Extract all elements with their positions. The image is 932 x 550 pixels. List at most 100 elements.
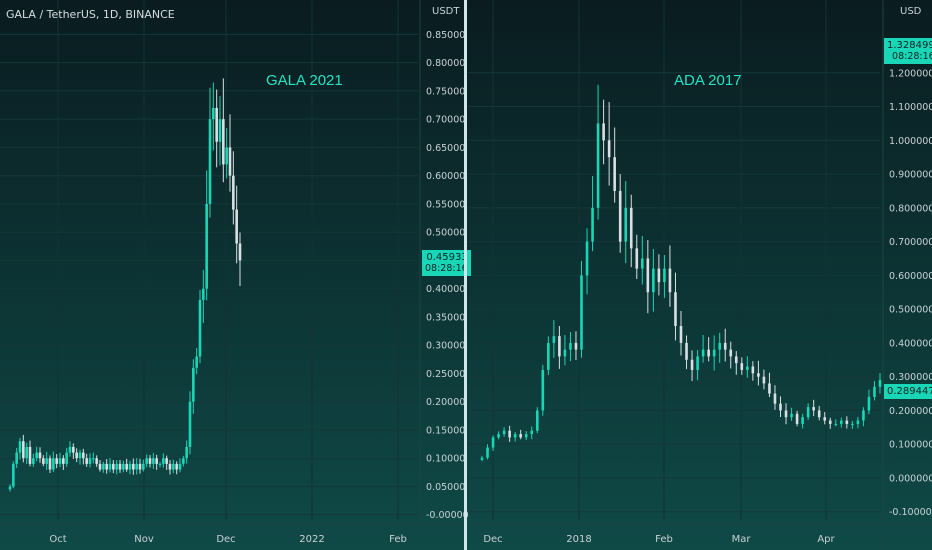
candle-body xyxy=(723,342,727,350)
candle-body xyxy=(596,123,600,208)
left-price-tag: 0.45933 08:28:16 xyxy=(422,250,471,276)
candle-body xyxy=(602,123,605,141)
y-tick-label: 0.20000 xyxy=(426,397,465,408)
y-tick-label: 0.000000 xyxy=(889,473,932,484)
candle-body xyxy=(55,458,58,464)
candle-body xyxy=(646,258,650,293)
candle-body xyxy=(530,430,534,435)
candle-body xyxy=(867,396,871,411)
candle-body xyxy=(845,420,849,424)
x-tick-label: Feb xyxy=(655,534,673,545)
candle-body xyxy=(629,207,633,249)
candle-body xyxy=(12,463,15,487)
candle-body xyxy=(834,423,838,425)
candle-body xyxy=(175,463,178,470)
candle-body xyxy=(95,458,98,464)
candle-body xyxy=(235,209,238,244)
candle-body xyxy=(145,458,148,464)
candle-body xyxy=(225,147,228,165)
candle-body xyxy=(28,446,32,464)
candle-body xyxy=(635,248,639,269)
y-tick-label: 0.40000 xyxy=(426,284,465,295)
candle-body xyxy=(32,458,35,464)
right-panel-title: ADA 2017 xyxy=(674,72,742,89)
y-tick-label: 0.200000 xyxy=(889,406,932,417)
y-tick-label: 0.50000 xyxy=(426,228,465,239)
candle-body xyxy=(569,342,572,350)
y-tick-label: 0.300000 xyxy=(889,372,932,383)
candle-body xyxy=(165,458,168,464)
candle-body xyxy=(480,457,484,460)
candle-body xyxy=(784,410,788,418)
y-tick-label: -0.100000 xyxy=(889,507,932,518)
panel-divider[interactable] xyxy=(464,0,467,550)
candle-body xyxy=(668,268,672,293)
y-tick-label: 0.15000 xyxy=(426,425,465,436)
candle-body xyxy=(138,463,142,470)
candle-body xyxy=(558,336,561,357)
right-countdown: 08:28:16 xyxy=(892,51,932,62)
candle-body xyxy=(92,458,95,460)
candle-body xyxy=(238,243,242,261)
candle-body xyxy=(679,326,683,343)
x-tick-label: 2022 xyxy=(299,534,324,545)
candle-body xyxy=(98,463,102,470)
candle-body xyxy=(729,349,733,357)
y-tick-label: 1.000000 xyxy=(889,136,932,147)
x-tick-label: Mar xyxy=(732,534,752,545)
candle-body xyxy=(779,403,782,411)
candle-body xyxy=(806,407,810,418)
candle-body xyxy=(574,342,578,350)
candle-body xyxy=(142,463,145,470)
candle-body xyxy=(192,367,195,402)
right-last-price-tag: 0.289447 xyxy=(884,384,932,399)
left-currency-label: USDT xyxy=(432,6,460,17)
candle-body xyxy=(508,430,511,438)
candle-body xyxy=(828,420,832,424)
candle-body xyxy=(35,452,38,459)
candle-body xyxy=(188,401,192,447)
candle-body xyxy=(878,380,882,387)
candle-body xyxy=(618,190,622,242)
candle-body xyxy=(222,119,225,165)
candle-body xyxy=(547,342,550,370)
right-price-tag: 1.328499 08:28:16 xyxy=(884,38,932,64)
candle-body xyxy=(535,410,539,431)
candle-body xyxy=(132,463,135,470)
candle-body xyxy=(212,107,215,120)
candle-body xyxy=(128,463,132,470)
y-tick-label: -0.00000 xyxy=(426,510,469,521)
candle-body xyxy=(172,463,175,470)
y-tick-label: 0.500000 xyxy=(889,305,932,316)
x-tick-label: 2018 xyxy=(566,534,591,545)
y-tick-label: 0.65000 xyxy=(426,143,465,154)
y-tick-label: 0.75000 xyxy=(426,86,465,97)
y-tick-label: 0.05000 xyxy=(426,482,465,493)
y-tick-label: 1.200000 xyxy=(889,68,932,79)
candle-body xyxy=(8,486,12,490)
symbol-label[interactable]: GALA / TetherUS, 1D, BINANCE xyxy=(6,8,175,21)
candle-body xyxy=(195,356,198,368)
left-countdown: 08:28:16 xyxy=(425,263,468,274)
candle-body xyxy=(513,434,517,438)
candle-body xyxy=(75,452,78,459)
candle-body xyxy=(707,349,710,357)
candle-body xyxy=(72,446,75,453)
left-price-value: 0.45933 xyxy=(426,252,468,263)
candle-body xyxy=(801,417,804,424)
candle-body xyxy=(38,452,42,459)
candle-body xyxy=(519,434,522,438)
candle-body xyxy=(607,140,611,158)
y-tick-label: 0.80000 xyxy=(426,58,465,69)
candle-body xyxy=(491,437,495,448)
candle-body xyxy=(25,446,28,459)
y-tick-label: 0.85000 xyxy=(426,30,465,41)
candle-body xyxy=(125,463,128,470)
x-tick-label: Feb xyxy=(389,534,407,545)
candle-body xyxy=(68,446,72,453)
candle-body xyxy=(198,300,202,357)
candle-body xyxy=(718,342,721,350)
candle-body xyxy=(208,119,212,204)
candle-body xyxy=(118,463,122,470)
